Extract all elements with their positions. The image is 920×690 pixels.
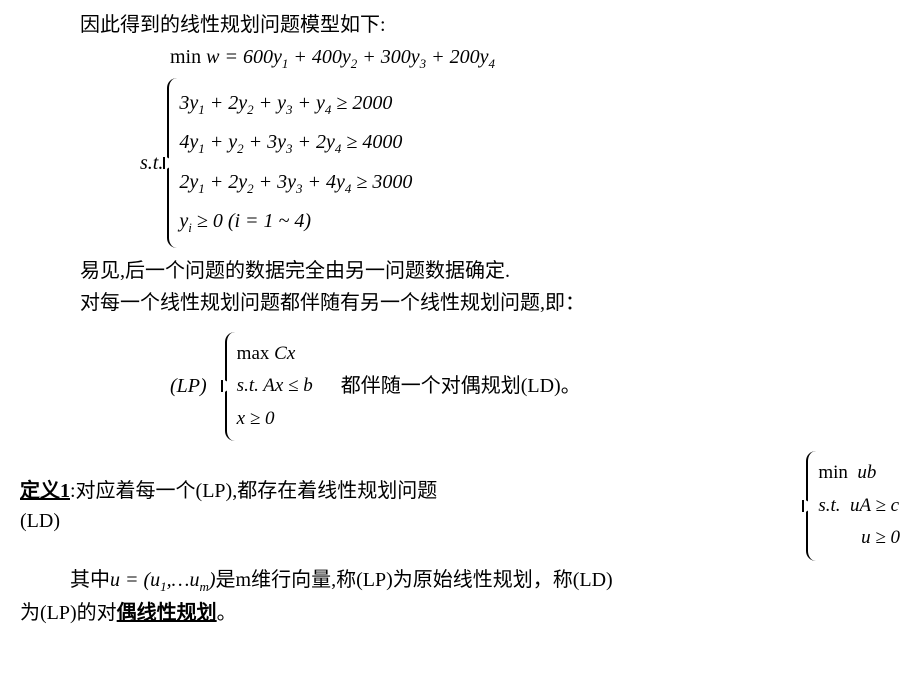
lp-row-3: x ≥ 0: [237, 403, 313, 436]
lp-brace: max Cx s.t. Ax ≤ b x ≥ 0: [225, 332, 313, 442]
closing-bold: 偶线性规划: [117, 602, 217, 624]
min-prefix: min: [170, 46, 201, 68]
objective-formula: w = 600y: [206, 46, 282, 68]
st-label: s.t.: [140, 148, 163, 178]
constraint-system: s.t. 3y1 + 2y2 + y3 + y4 ≥ 2000 4y1 + y2…: [140, 78, 900, 248]
document-page: 因此得到的线性规划问题模型如下: min w = 600y1 + 400y2 +…: [0, 0, 920, 628]
closing-line-2: 为(LP)的对偶线性规划。: [20, 598, 900, 628]
closing-line2b: 。: [217, 602, 237, 624]
ld-block: min ub s.t. uA ≥ c u ≥ 0: [806, 451, 900, 561]
u-def: u = (u1,…um): [110, 569, 216, 591]
definition-row: 定义1:对应着每一个(LP),都存在着线性规划问题 (LD) min ub s.…: [20, 451, 900, 561]
definition-part2: (LD): [20, 506, 437, 536]
closing-line2a: 为(LP)的对: [20, 602, 117, 624]
definition-label: 定义1: [20, 480, 70, 502]
closing-mid: 是m维行向量,称(LP)为原始线性规划，称(LD): [216, 569, 613, 591]
intro-line: 因此得到的线性规划问题模型如下:: [20, 10, 900, 40]
constraint-1: 3y1 + 2y2 + y3 + y4 ≥ 2000: [179, 84, 412, 124]
lp-block: (LP) max Cx s.t. Ax ≤ b x ≥ 0 都伴随一个对偶规划(…: [170, 332, 900, 442]
definition-text: 定义1:对应着每一个(LP),都存在着线性规划问题 (LD): [20, 476, 437, 536]
objective-function: min w = 600y1 + 400y2 + 300y3 + 200y4: [170, 42, 900, 74]
lp-row-1: max Cx: [237, 338, 313, 371]
closing-lead: 其中: [70, 569, 110, 591]
constraint-3: 2y1 + 2y2 + 3y3 + 4y4 ≥ 3000: [179, 163, 412, 203]
lp-row-2: s.t. Ax ≤ b: [237, 370, 313, 403]
lp-trail: 都伴随一个对偶规划(LD)。: [341, 371, 581, 401]
definition-part1: :对应着每一个(LP),都存在着线性规划问题: [70, 480, 437, 502]
lp-label: (LP): [170, 371, 207, 401]
para-2: 对每一个线性规划问题都伴随有另一个线性规划问题,即：: [20, 288, 900, 318]
constraint-brace: 3y1 + 2y2 + y3 + y4 ≥ 2000 4y1 + y2 + 3y…: [167, 78, 412, 248]
para-1: 易见,后一个问题的数据完全由另一问题数据确定.: [20, 256, 900, 286]
ld-row-1: min ub: [818, 457, 900, 490]
constraint-2: 4y1 + y2 + 3y3 + 2y4 ≥ 4000: [179, 123, 412, 163]
ld-row-2: s.t. uA ≥ c: [818, 490, 900, 523]
ld-brace: min ub s.t. uA ≥ c u ≥ 0: [806, 451, 900, 561]
closing-line-1: 其中u = (u1,…um)是m维行向量,称(LP)为原始线性规划，称(LD): [20, 565, 900, 597]
constraint-4: yi ≥ 0 (i = 1 ~ 4): [179, 202, 412, 242]
ld-row-3: u ≥ 0: [818, 522, 900, 555]
